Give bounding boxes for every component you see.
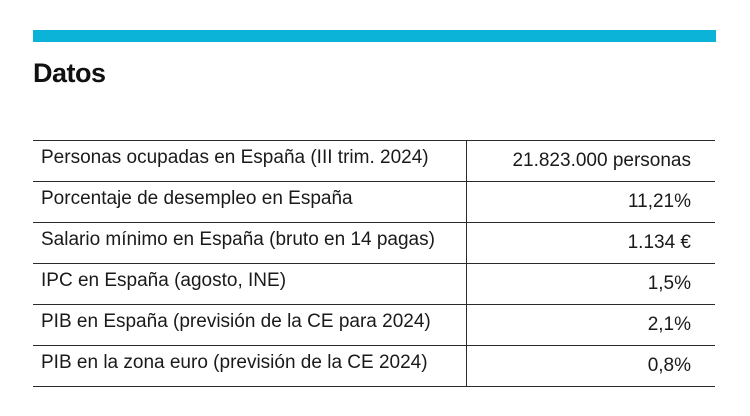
row-value: 1,5% bbox=[466, 263, 715, 305]
table-row: IPC en España (agosto, INE) 1,5% bbox=[33, 263, 715, 305]
table-row: PIB en la zona euro (previsión de la CE … bbox=[33, 345, 715, 387]
row-label: Porcentaje de desempleo en España bbox=[33, 181, 467, 223]
table-row: Personas ocupadas en España (III trim. 2… bbox=[33, 140, 715, 182]
row-label: PIB en la zona euro (previsión de la CE … bbox=[33, 345, 467, 387]
table-row: Porcentaje de desempleo en España 11,21% bbox=[33, 181, 715, 223]
row-value: 2,1% bbox=[466, 304, 715, 346]
row-label: PIB en España (previsión de la CE para 2… bbox=[33, 304, 467, 346]
data-table: Personas ocupadas en España (III trim. 2… bbox=[33, 140, 715, 387]
row-label: Personas ocupadas en España (III trim. 2… bbox=[33, 140, 467, 182]
page-title: Datos bbox=[33, 58, 106, 88]
table-row: PIB en España (previsión de la CE para 2… bbox=[33, 304, 715, 346]
row-value: 21.823.000 personas bbox=[466, 140, 715, 182]
row-label: IPC en España (agosto, INE) bbox=[33, 263, 467, 305]
table-row: Salario mínimo en España (bruto en 14 pa… bbox=[33, 222, 715, 264]
row-value: 11,21% bbox=[466, 181, 715, 223]
row-value: 0,8% bbox=[466, 345, 715, 387]
accent-bar bbox=[33, 30, 716, 42]
row-value: 1.134 € bbox=[466, 222, 715, 264]
row-label: Salario mínimo en España (bruto en 14 pa… bbox=[33, 222, 467, 264]
